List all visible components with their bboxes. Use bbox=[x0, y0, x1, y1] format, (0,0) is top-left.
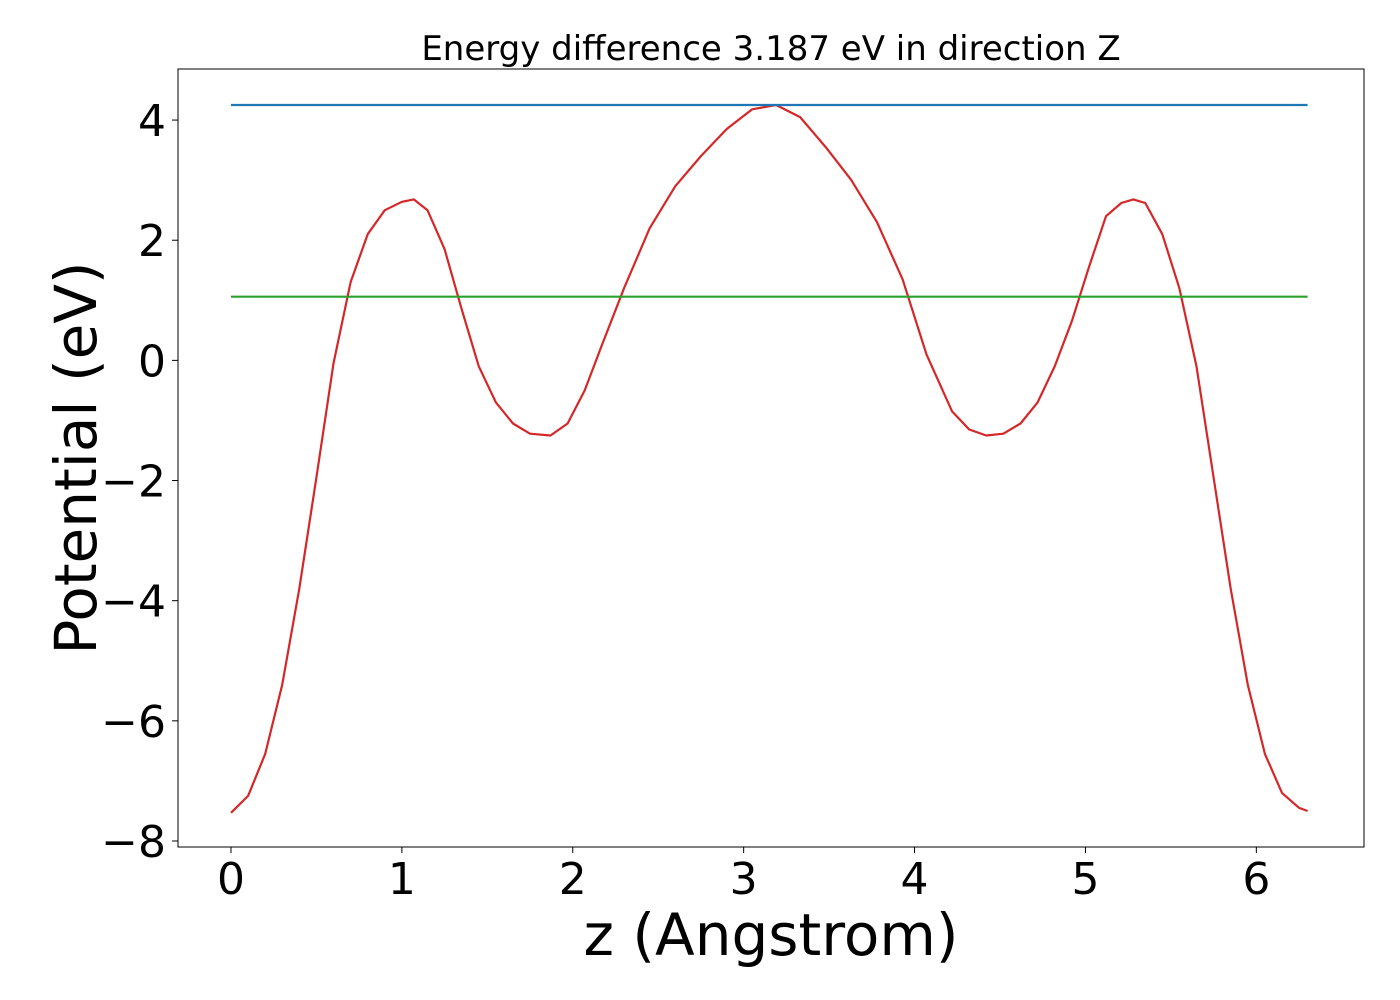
chart-title: Energy difference 3.187 eV in direction … bbox=[421, 29, 1120, 69]
x-tick-label: 4 bbox=[901, 854, 929, 905]
ticks-layer: 0 1 2 3 4 5 6 −8 −6 −4 −2 0 2 4 bbox=[101, 96, 1270, 905]
y-tick-label: 2 bbox=[138, 216, 166, 267]
y-tick-label: −6 bbox=[101, 697, 166, 748]
x-tick-label: 2 bbox=[559, 854, 587, 905]
y-axis-title: Potential (eV) bbox=[42, 261, 110, 654]
plot-frame bbox=[177, 68, 1365, 848]
x-tick-label: 0 bbox=[217, 854, 245, 905]
series-layer bbox=[230, 103, 1308, 814]
x-tick-label: 6 bbox=[1242, 854, 1270, 905]
y-tick-label: −4 bbox=[101, 577, 166, 628]
x-tick-label: 3 bbox=[730, 854, 758, 905]
y-tick-label: 0 bbox=[138, 336, 166, 387]
x-tick-label: 1 bbox=[388, 854, 416, 905]
x-axis-title: z (Angstrom) bbox=[584, 901, 959, 969]
x-tick-label: 5 bbox=[1071, 854, 1099, 905]
y-tick-label: −2 bbox=[101, 457, 166, 508]
y-tick-label: 4 bbox=[138, 96, 166, 147]
y-tick-label: −8 bbox=[101, 817, 166, 868]
